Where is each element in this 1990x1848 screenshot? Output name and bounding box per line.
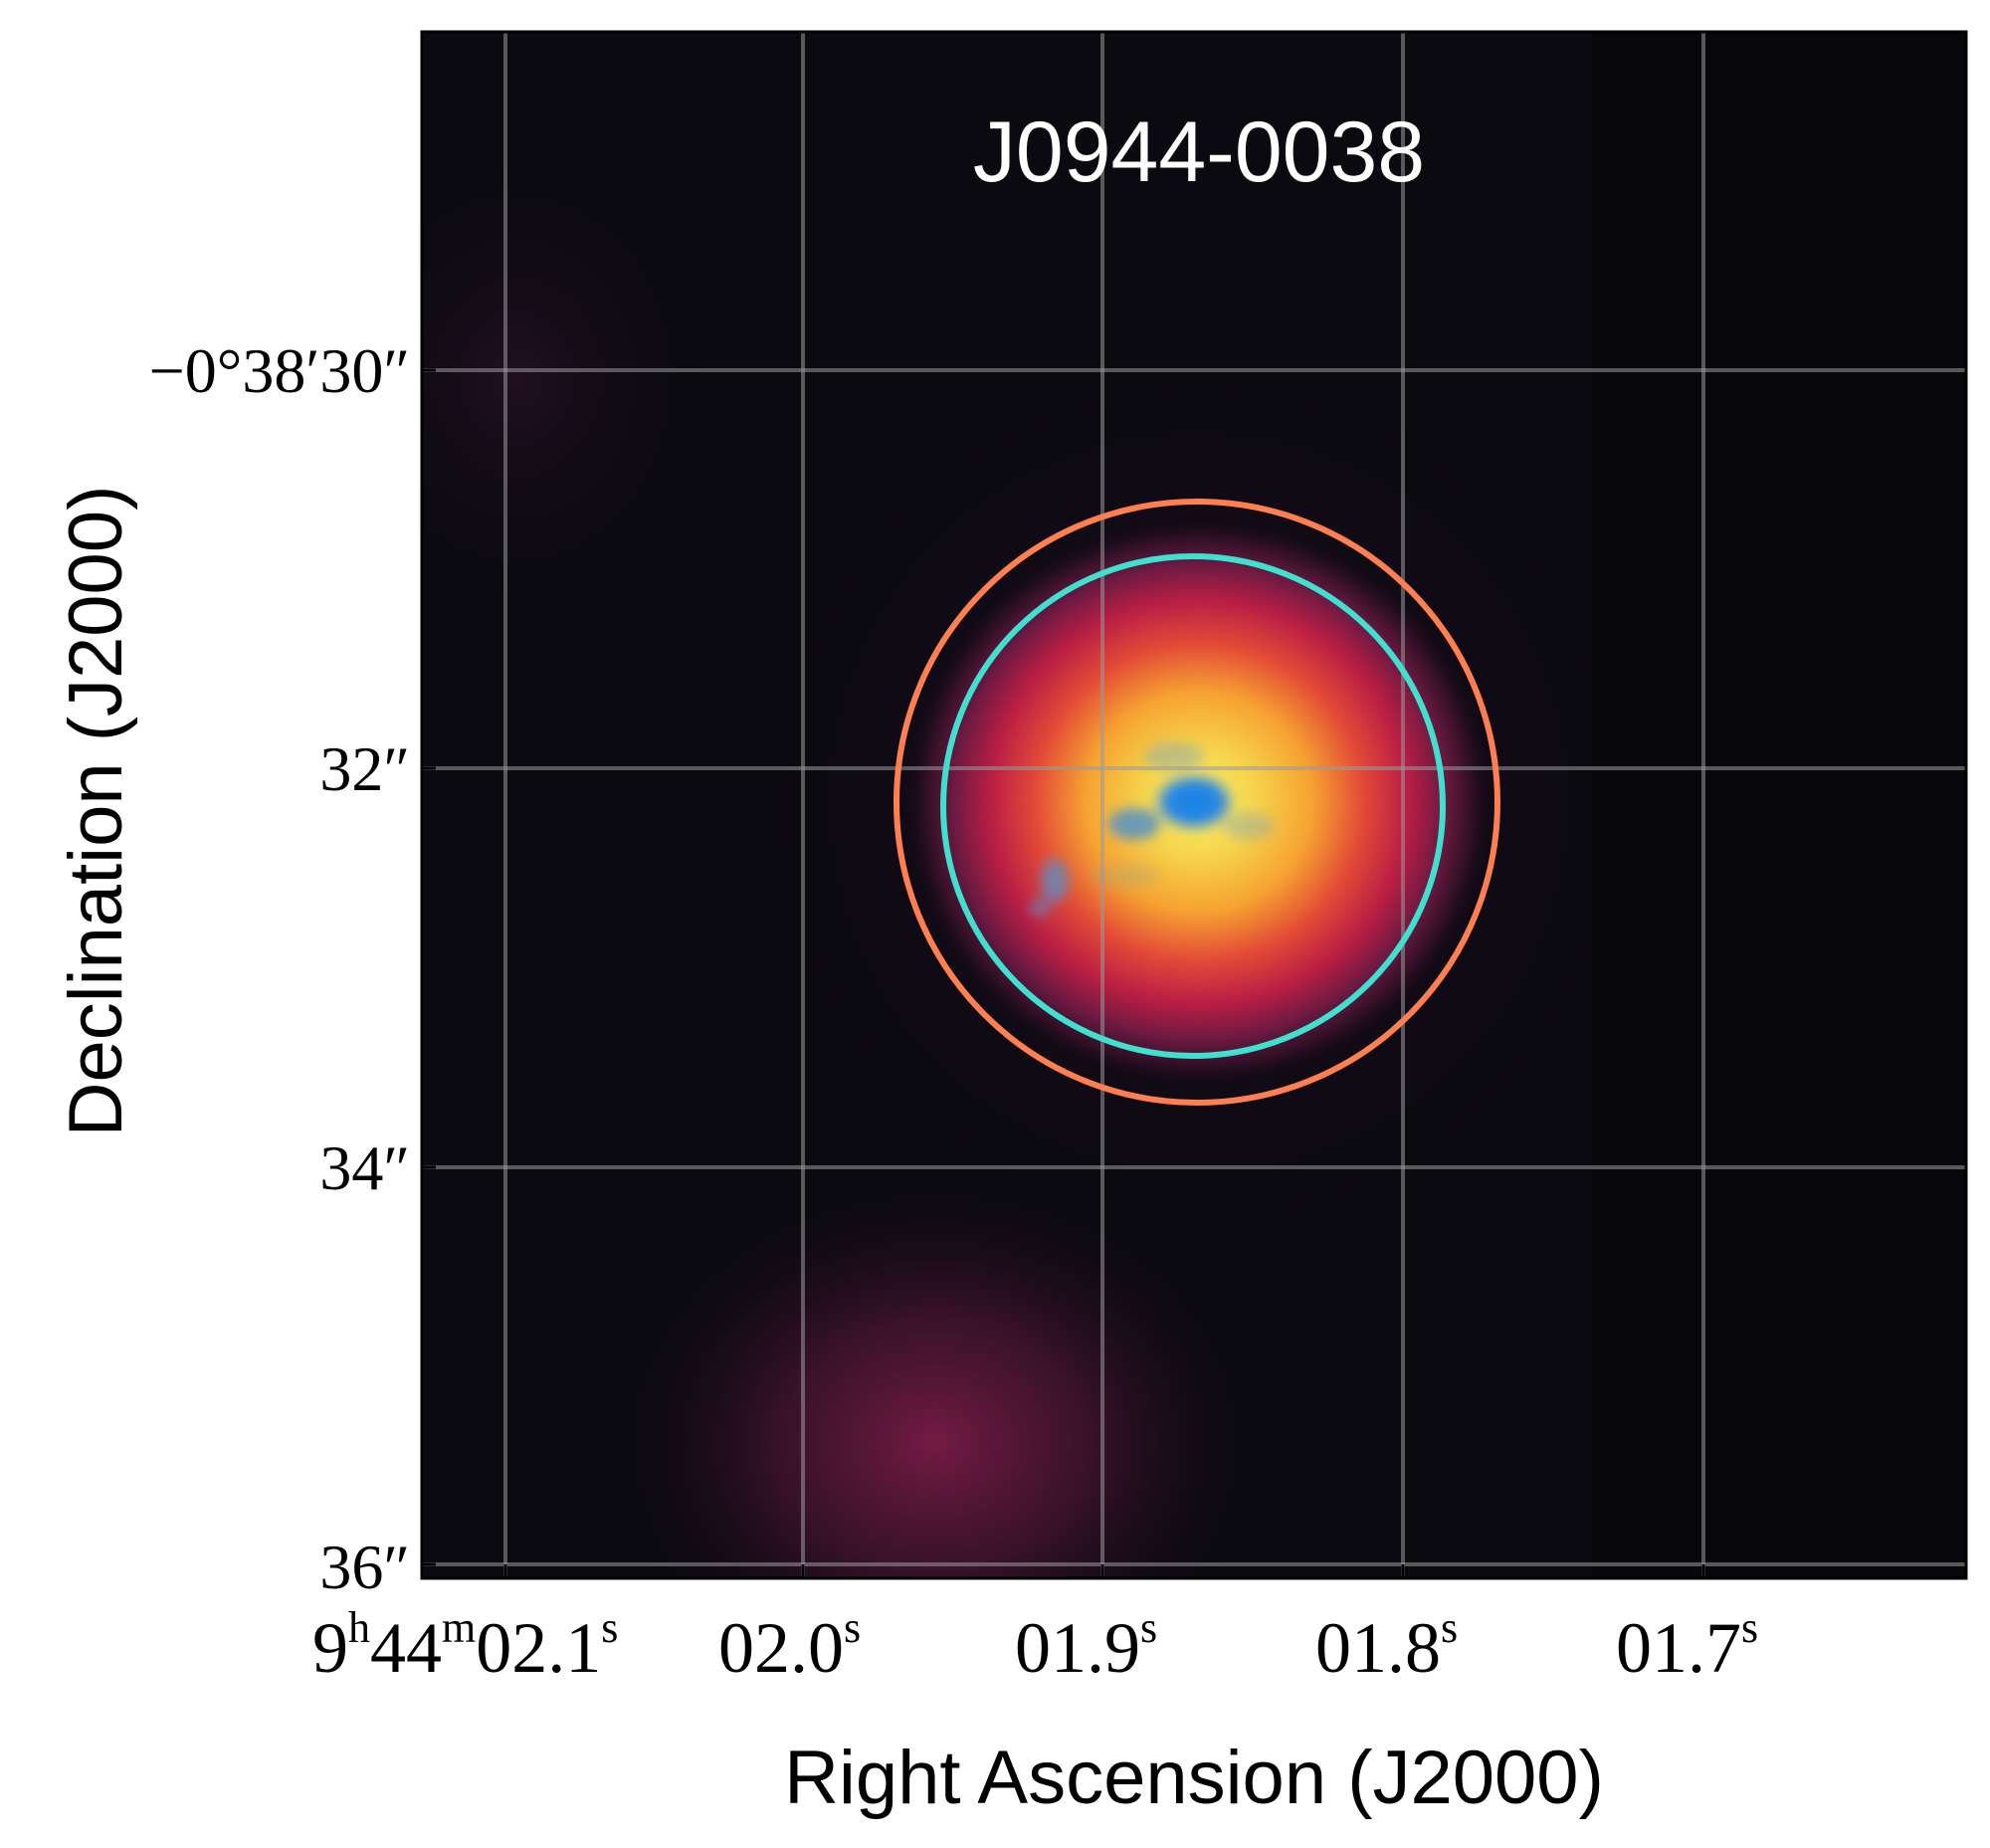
tick-marks: [422, 368, 1705, 1578]
x-tick-label: 01.7s: [1616, 1603, 1758, 1688]
grid: [422, 32, 1966, 1578]
y-tick-label: 36″: [319, 1532, 410, 1602]
axes-frame: [420, 30, 1968, 1580]
inner-aperture: [940, 553, 1446, 1059]
x-tick-label: 01.8s: [1315, 1603, 1458, 1688]
x-tick-label: 02.0s: [718, 1603, 861, 1688]
outer-aperture: [894, 499, 1500, 1106]
blue-core: [1030, 742, 1275, 918]
figure-title: J0944-0038: [973, 104, 1425, 200]
x-axis-label: Right Ascension (J2000): [784, 1736, 1604, 1820]
y-tick-label: 34″: [319, 1132, 410, 1203]
sky-image: [422, 32, 1966, 1578]
x-tick-labels: 9h44m02.1s 02.0s 01.9s 01.8s 01.7s: [312, 1603, 1758, 1688]
y-tick-label: −0°38′30″: [149, 335, 410, 406]
x-tick-label: 01.9s: [1015, 1603, 1157, 1688]
y-tick-label: 32″: [319, 733, 410, 804]
x-tick-label: 9h44m02.1s: [312, 1603, 618, 1688]
y-axis-label: Declination (J2000): [54, 486, 138, 1137]
